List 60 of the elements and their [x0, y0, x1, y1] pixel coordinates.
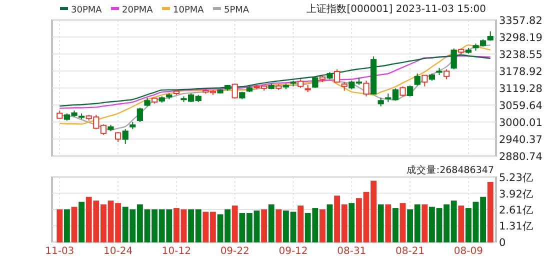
- bar: [378, 204, 384, 242]
- x-tick-label: 08-09: [454, 246, 483, 257]
- x-tick-label: 09-12: [278, 246, 308, 257]
- candlestick: [443, 68, 450, 80]
- y-tick-label: 3000.01: [499, 117, 542, 129]
- y-tick-label: 3238.55: [499, 49, 542, 61]
- bar: [458, 206, 464, 242]
- candlestick: [450, 48, 457, 70]
- bar: [487, 182, 494, 242]
- candlestick: [363, 80, 370, 97]
- bar: [385, 204, 392, 242]
- y-tick-label: 2.61亿: [499, 204, 534, 217]
- chart-title: 上证指数[000001] 2023-11-03 15:00: [306, 3, 486, 15]
- x-tick-label: 08-21: [396, 246, 425, 257]
- y-tick-label: 3357.82: [499, 15, 542, 27]
- candlestick: [487, 30, 494, 42]
- x-tick-label: 11-03: [45, 246, 74, 257]
- bar: [64, 209, 70, 242]
- bar: [392, 208, 398, 242]
- x-tick-label: 09-22: [220, 246, 250, 257]
- text: 成交量:268486347: [406, 164, 494, 176]
- candlestick: [232, 83, 238, 100]
- y-tick-label: 3059.64: [499, 100, 543, 112]
- candlestick: [312, 76, 318, 88]
- bar: [326, 204, 333, 242]
- y-tick-label: 2940.37: [499, 134, 542, 146]
- legend-label: 10PMA: [173, 6, 205, 16]
- y-tick-label: 2880.74: [499, 151, 543, 163]
- candlestick: [114, 131, 122, 142]
- legend-label: 30PMA: [71, 6, 103, 16]
- candlestick: [406, 85, 414, 97]
- legend-label: 20PMA: [122, 6, 154, 16]
- bar: [261, 209, 268, 242]
- x-tick-label: 10-12: [162, 246, 191, 257]
- y-tick-label: 3298.19: [499, 32, 542, 44]
- bar: [71, 206, 78, 242]
- bar: [348, 203, 355, 242]
- bar: [56, 209, 63, 242]
- x-tick-label: 10-24: [104, 246, 133, 257]
- bar: [276, 209, 282, 242]
- bar: [422, 204, 428, 242]
- y-tick-label: 5.23亿: [499, 172, 534, 184]
- candlestick: [414, 73, 420, 86]
- bar: [232, 206, 238, 242]
- y-tick-label: 3119.28: [499, 83, 542, 95]
- candlestick: [122, 128, 128, 144]
- legend-label: 5PMA: [224, 6, 250, 16]
- y-tick-label: 3.92亿: [499, 188, 534, 200]
- bar: [319, 209, 326, 242]
- y-tick-label: 1.31亿: [499, 220, 534, 233]
- bar: [298, 206, 304, 242]
- bar: [268, 204, 274, 242]
- bar: [400, 203, 406, 242]
- y-tick-label: 0: [499, 237, 506, 249]
- candlestick: [136, 107, 144, 123]
- candlestick: [334, 68, 340, 84]
- y-tick-label: 3178.92: [499, 66, 542, 78]
- x-tick-label: 08-31: [337, 246, 366, 257]
- bar: [78, 202, 85, 242]
- candlestick: [400, 86, 406, 97]
